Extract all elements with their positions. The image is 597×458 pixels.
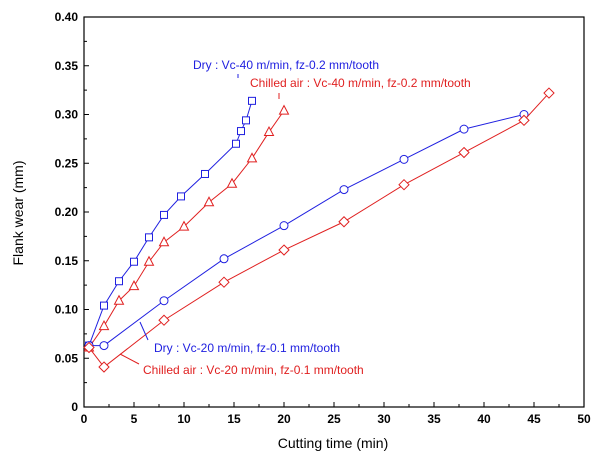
series-3 [84, 110, 529, 351]
data-point-triangle [263, 125, 275, 137]
data-point-diamond [518, 114, 530, 127]
data-point-square [177, 192, 185, 201]
annotation-label: Chilled air : Vc-40 m/min, fz-0.2 mm/too… [250, 76, 471, 90]
x-tick-label: 35 [427, 412, 441, 426]
data-point-triangle [246, 152, 258, 163]
x-tick-label: 50 [577, 412, 591, 426]
x-tick-label: 25 [327, 412, 341, 426]
y-tick-label: 0.25 [55, 156, 79, 170]
y-tick-label: 0.15 [55, 254, 79, 268]
y-tick-label: 0 [71, 400, 78, 414]
annotation-label: Dry : Vc-20 m/min, fz-0.1 mm/tooth [154, 341, 340, 355]
data-point-diamond [83, 341, 95, 354]
x-tick-label: 15 [227, 412, 241, 426]
data-point-diamond [278, 244, 290, 256]
data-point-circle [99, 341, 109, 351]
data-point-diamond [338, 216, 350, 228]
data-point-square [242, 116, 250, 125]
y-tick-label: 0.35 [55, 59, 79, 73]
data-point-square [201, 169, 209, 178]
series-1 [85, 96, 256, 350]
data-point-square [237, 127, 245, 136]
data-point-triangle [143, 255, 155, 266]
x-tick-label: 5 [131, 412, 138, 426]
series-line [88, 110, 285, 348]
y-tick-label: 0.20 [55, 205, 79, 219]
x-tick-label: 30 [377, 412, 391, 426]
y-tick-label: 0.10 [55, 303, 79, 317]
series-line [88, 92, 550, 368]
x-tick-label: 10 [177, 412, 191, 426]
series-2 [83, 104, 290, 352]
data-point-circle [399, 154, 409, 164]
y-axis-title: Flank wear (mm) [10, 160, 26, 265]
x-tick-label: 45 [527, 412, 541, 426]
data-point-diamond [398, 178, 410, 191]
data-point-diamond [458, 146, 470, 159]
data-point-triangle [178, 220, 190, 231]
data-point-circle [159, 296, 169, 306]
data-point-square [232, 139, 240, 148]
x-tick-label: 0 [81, 412, 88, 426]
series-4 [83, 87, 555, 373]
data-point-circle [279, 221, 289, 231]
data-point-triangle [278, 104, 290, 115]
annotation-leader-line [139, 321, 149, 341]
data-point-triangle [98, 320, 110, 331]
data-point-square [248, 96, 256, 105]
data-point-diamond [98, 361, 110, 373]
data-point-circle [459, 124, 469, 134]
data-point-diamond [218, 276, 230, 288]
data-point-triangle [128, 280, 140, 291]
y-tick-label: 0.05 [55, 351, 79, 365]
data-point-circle [219, 254, 229, 264]
x-tick-label: 40 [477, 412, 491, 426]
data-point-square [160, 210, 168, 219]
data-point-triangle [113, 294, 125, 305]
annotation-label: Dry : Vc-40 m/min, fz-0.2 mm/tooth [193, 58, 379, 72]
x-tick-label: 20 [277, 412, 291, 426]
data-point-square [145, 233, 153, 242]
data-point-diamond [158, 314, 170, 326]
data-point-triangle [226, 177, 238, 188]
series-line [88, 100, 253, 346]
annotation-label: Chilled air : Vc-20 m/min, fz-0.1 mm/too… [143, 363, 364, 377]
y-tick-label: 0.30 [55, 108, 79, 122]
x-axis-title: Cutting time (min) [278, 435, 388, 451]
data-point-square [130, 257, 138, 266]
data-point-square [115, 277, 123, 286]
data-point-triangle [158, 236, 170, 247]
y-tick-label: 0.40 [55, 10, 79, 24]
data-point-triangle [203, 196, 215, 207]
annotation-leader-line [119, 353, 140, 365]
data-point-diamond [543, 87, 555, 99]
data-point-circle [339, 185, 349, 195]
data-point-square [100, 301, 108, 310]
